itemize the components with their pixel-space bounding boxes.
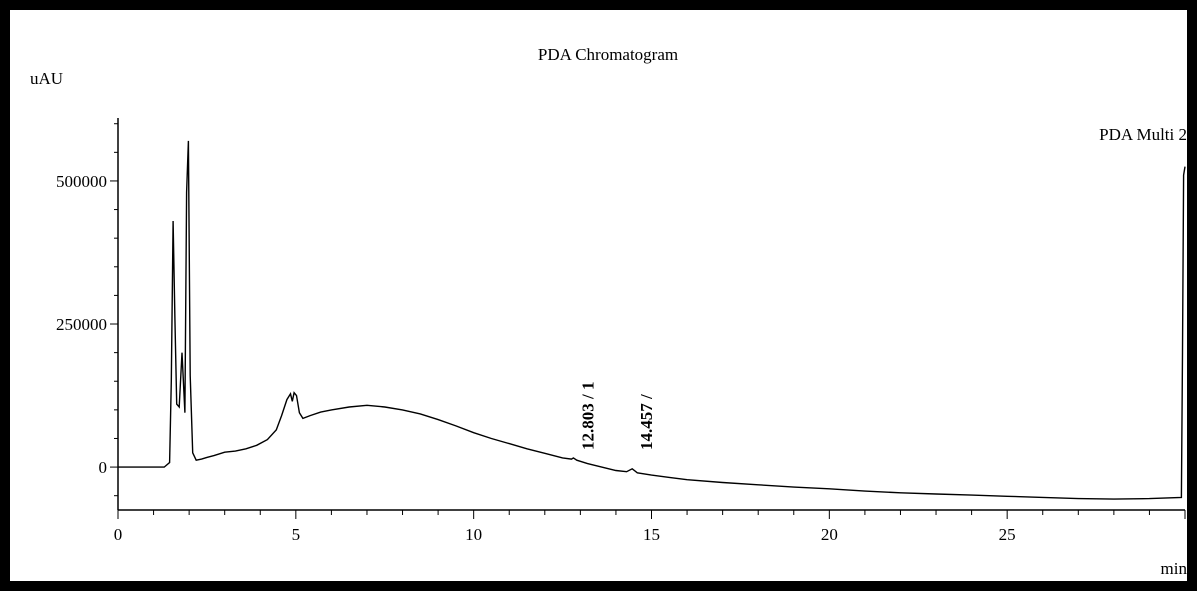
x-tick-label: 15 (643, 525, 660, 544)
y-tick-label: 500000 (56, 172, 107, 191)
peak-label: 12.803 / 1 (578, 382, 597, 450)
y-tick-label: 250000 (56, 315, 107, 334)
x-tick-label: 20 (821, 525, 838, 544)
x-tick-label: 25 (999, 525, 1016, 544)
chromatogram-trace (118, 140, 1186, 500)
chromatogram-chart: PDA Chromatogram uAU PDA Multi 2 min 0 5 1… (30, 45, 1188, 578)
y-axis-label: uAU (30, 69, 63, 88)
x-tick-label: 10 (465, 525, 482, 544)
chart-title: PDA Chromatogram (538, 45, 678, 64)
x-tick-label: 0 (114, 525, 123, 544)
x-tick-label: 5 (292, 525, 301, 544)
trace-label: PDA Multi 2 (1099, 125, 1187, 144)
peak-label: 14.457 / (637, 394, 656, 450)
x-axis-label: min (1161, 559, 1188, 578)
y-tick-label: 0 (99, 458, 108, 477)
